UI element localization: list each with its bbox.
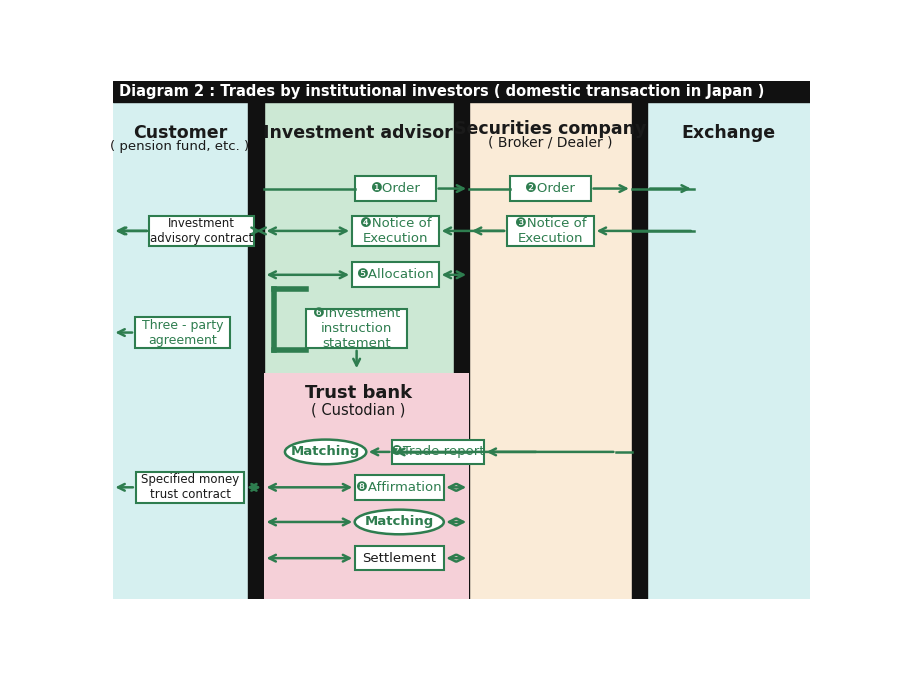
Bar bbox=[507, 215, 594, 246]
Text: Exchange: Exchange bbox=[681, 124, 776, 142]
Text: Investment advisor: Investment advisor bbox=[264, 124, 453, 142]
Bar bbox=[135, 317, 230, 348]
Text: Three - party
agreement: Three - party agreement bbox=[141, 318, 223, 347]
Text: ( Custodian ): ( Custodian ) bbox=[311, 402, 405, 417]
Bar bbox=[306, 310, 407, 348]
Text: ❸Notice of
Execution: ❸Notice of Execution bbox=[515, 217, 586, 245]
Text: Investment
advisory contract: Investment advisory contract bbox=[150, 217, 253, 245]
Text: ❻Investment
instruction
statement: ❻Investment instruction statement bbox=[313, 307, 400, 350]
Text: ❷Order: ❷Order bbox=[526, 182, 575, 195]
Bar bbox=[392, 439, 483, 464]
Text: Customer: Customer bbox=[133, 124, 227, 142]
Text: Settlement: Settlement bbox=[362, 552, 436, 565]
Text: ❼Trade report: ❼Trade report bbox=[392, 446, 485, 458]
Bar bbox=[509, 176, 591, 201]
Text: ❶Order: ❶Order bbox=[371, 182, 420, 195]
Bar bbox=[454, 102, 469, 599]
Ellipse shape bbox=[285, 439, 366, 464]
Bar bbox=[352, 215, 439, 246]
Text: Diagram 2 : Trades by institutional investors ( domestic transaction in Japan ): Diagram 2 : Trades by institutional inve… bbox=[119, 84, 764, 99]
Bar bbox=[112, 102, 248, 599]
Text: ❽Affirmation: ❽Affirmation bbox=[356, 481, 442, 494]
Bar bbox=[355, 176, 436, 201]
Bar bbox=[647, 102, 810, 599]
Text: Matching: Matching bbox=[364, 516, 434, 528]
Bar bbox=[149, 215, 254, 246]
Text: ( Broker / Dealer ): ( Broker / Dealer ) bbox=[488, 135, 613, 149]
Text: Securities company: Securities company bbox=[454, 120, 646, 137]
Ellipse shape bbox=[355, 509, 444, 534]
Bar bbox=[355, 546, 444, 571]
Bar bbox=[264, 374, 469, 599]
Bar bbox=[355, 475, 444, 499]
Text: ( pension fund, etc. ): ( pension fund, etc. ) bbox=[111, 140, 249, 153]
Bar bbox=[632, 102, 647, 599]
Bar bbox=[352, 262, 439, 287]
Text: Matching: Matching bbox=[291, 446, 360, 458]
Bar bbox=[248, 102, 264, 599]
Text: Trust bank: Trust bank bbox=[304, 384, 411, 402]
Bar bbox=[264, 102, 454, 599]
Bar bbox=[469, 102, 632, 599]
Bar bbox=[112, 81, 810, 102]
Bar bbox=[136, 472, 244, 503]
Text: ❹Notice of
Execution: ❹Notice of Execution bbox=[360, 217, 431, 245]
Text: ❺Allocation: ❺Allocation bbox=[356, 269, 434, 281]
Text: Specified money
trust contract: Specified money trust contract bbox=[141, 473, 239, 501]
